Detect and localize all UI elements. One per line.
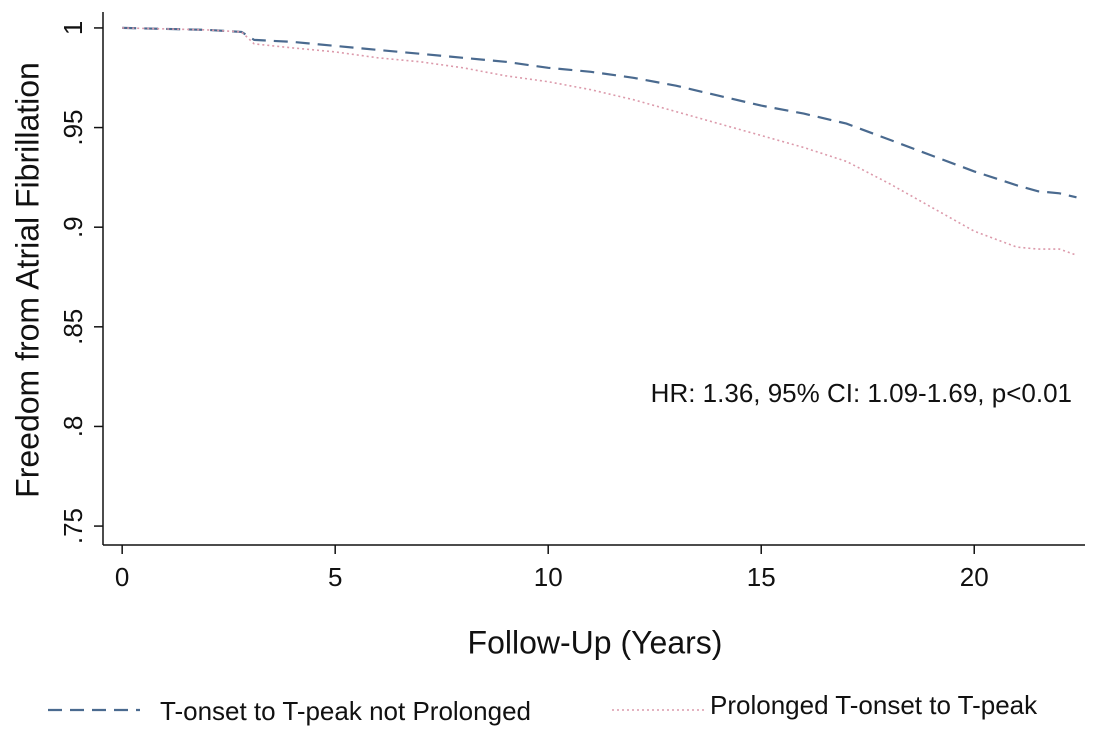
x-tick-label: 15: [747, 562, 776, 592]
x-tick-label: 0: [115, 562, 129, 592]
y-tick-label: .9: [58, 216, 88, 238]
y-tick-label: .95: [58, 109, 88, 145]
legend-label: T-onset to T-peak not Prolonged: [160, 696, 531, 726]
y-tick-label: .8: [58, 416, 88, 438]
y-tick-label: .85: [58, 309, 88, 345]
x-axis-title: Follow-Up (Years): [468, 624, 723, 660]
legend-label: Prolonged T-onset to T-peak: [710, 690, 1038, 720]
y-axis-title: Freedom from Atrial Fibrillation: [9, 62, 45, 498]
y-tick-label: 1: [58, 21, 88, 35]
annotation: HR: 1.36, 95% CI: 1.09-1.69, p<0.01: [651, 378, 1072, 408]
series-line: [122, 27, 1077, 256]
y-tick-label: .75: [58, 508, 88, 544]
x-tick-label: 20: [960, 562, 989, 592]
series-line: [122, 26, 1077, 199]
x-tick-label: 5: [328, 562, 342, 592]
x-tick-label: 10: [534, 562, 563, 592]
